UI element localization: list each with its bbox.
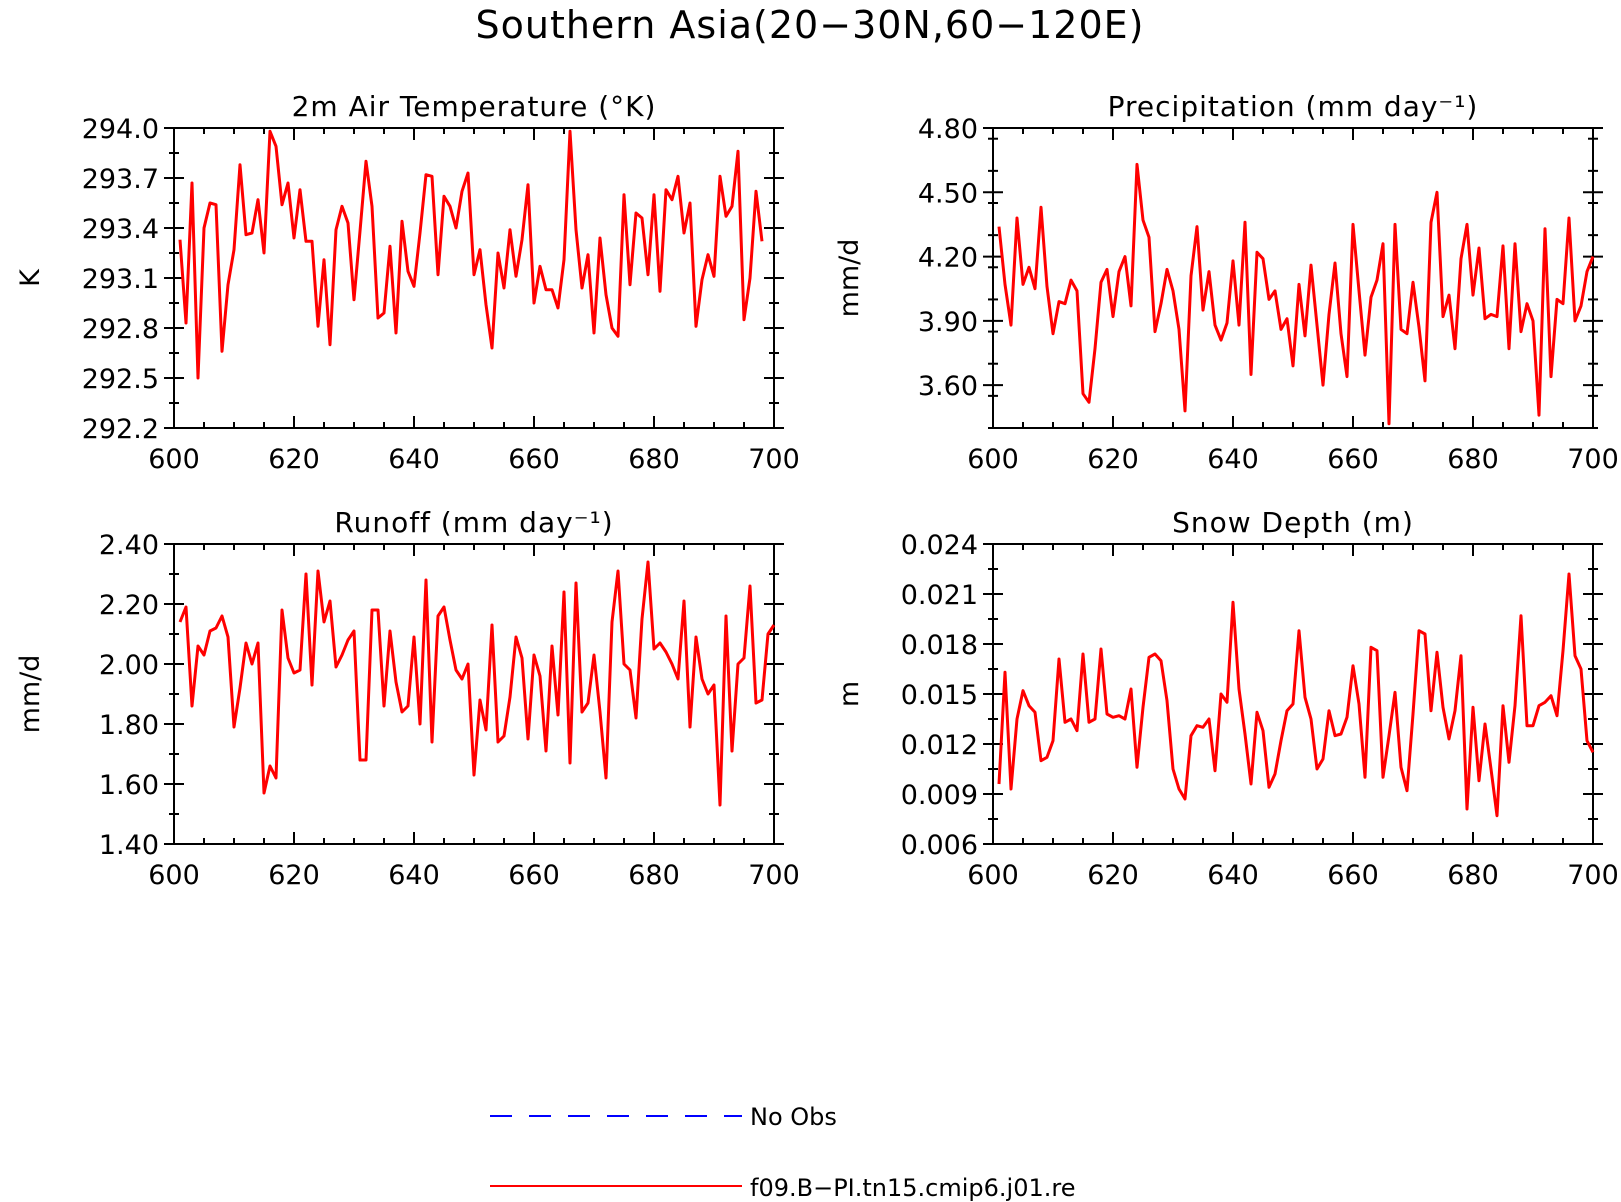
x-tick-label: 660 [508, 860, 560, 891]
y-tick-label: 0.015 [901, 680, 978, 711]
x-tick-label: 680 [1447, 860, 1499, 891]
figure-title: Southern Asia(20−30N,60−120E) [475, 3, 1144, 47]
y-tick-label: 0.018 [901, 630, 978, 661]
y-axis-label: mm/d [15, 655, 46, 734]
y-tick-label: 0.006 [901, 830, 978, 861]
x-tick-label: 660 [508, 444, 560, 475]
legend-label-no-obs: No Obs [750, 1103, 837, 1131]
panel-title: 2m Air Temperature (°K) [292, 90, 657, 123]
panels: 2m Air Temperature (°K) 600 620 640 660 680 70… [15, 90, 1619, 891]
panel-title: Precipitation (mm day⁻¹) [1108, 90, 1479, 123]
x-tick-label: 700 [1567, 860, 1619, 891]
y-tick-label: 2.00 [99, 650, 159, 681]
y-tick-label: 293.4 [82, 214, 159, 245]
y-tick-label: 4.80 [918, 114, 978, 145]
y-tick-label: 0.021 [901, 580, 978, 611]
series-line [178, 129, 764, 380]
x-tick-label: 600 [967, 860, 1019, 891]
panel-temperature: 2m Air Temperature (°K) 600 620 640 660 680 70… [15, 90, 800, 475]
y-tick-label: 292.2 [82, 414, 159, 445]
y-tick-label: 1.80 [99, 710, 159, 741]
x-tick-label: 620 [1087, 860, 1139, 891]
panel-runoff: Runoff (mm day⁻¹) 600 620 640 660 680 700 1.40 1… [15, 506, 800, 891]
x-tick-label: 640 [1207, 444, 1259, 475]
panel-precipitation: Precipitation (mm day⁻¹) 600 620 640 660 680 7… [834, 90, 1619, 475]
series-line [178, 560, 776, 807]
x-tick-label: 680 [1447, 444, 1499, 475]
series-line [997, 162, 1595, 426]
y-tick-label: 4.20 [918, 243, 978, 274]
y-tick-label: 3.60 [918, 371, 978, 402]
x-tick-label: 620 [1087, 444, 1139, 475]
x-tick-label: 600 [148, 444, 200, 475]
panel-title: Runoff (mm day⁻¹) [334, 506, 613, 539]
y-axis-label: K [15, 268, 46, 287]
y-tick-label: 1.60 [99, 770, 159, 801]
panel-snow-depth: Snow Depth (m) 600 620 640 660 680 700 0.006 0.0… [834, 506, 1619, 891]
x-tick-label: 680 [628, 860, 680, 891]
x-tick-label: 700 [1567, 444, 1619, 475]
x-tick-label: 600 [148, 860, 200, 891]
panel-title: Snow Depth (m) [1172, 506, 1414, 539]
y-tick-label: 4.50 [918, 178, 978, 209]
y-tick-label: 0.012 [901, 730, 978, 761]
y-tick-label: 293.7 [82, 164, 159, 195]
y-tick-label: 293.1 [82, 264, 159, 295]
x-tick-label: 660 [1327, 860, 1379, 891]
x-tick-label: 620 [268, 860, 320, 891]
x-tick-label: 600 [967, 444, 1019, 475]
x-tick-label: 680 [628, 444, 680, 475]
y-tick-label: 292.8 [82, 314, 159, 345]
x-tick-label: 660 [1327, 444, 1379, 475]
x-tick-label: 700 [748, 860, 800, 891]
y-tick-label: 2.40 [99, 530, 159, 561]
x-tick-label: 620 [268, 444, 320, 475]
x-tick-label: 640 [1207, 860, 1259, 891]
legend: No Obs f09.B−PI.tn15.cmip6.j01.re [490, 1103, 1075, 1202]
y-tick-label: 3.90 [918, 307, 978, 338]
y-axis-label: m [834, 681, 865, 707]
y-tick-label: 0.009 [901, 780, 978, 811]
y-tick-label: 292.5 [82, 364, 159, 395]
series-line [997, 572, 1595, 818]
x-tick-label: 640 [388, 444, 440, 475]
plot-frame [173, 127, 775, 429]
legend-label-model: f09.B−PI.tn15.cmip6.j01.re [750, 1174, 1075, 1202]
y-tick-label: 1.40 [99, 830, 159, 861]
y-tick-label: 0.024 [901, 530, 978, 561]
y-tick-label: 2.20 [99, 590, 159, 621]
y-axis-label: mm/d [834, 239, 865, 318]
x-tick-label: 640 [388, 860, 440, 891]
plot-frame [173, 543, 775, 845]
y-tick-label: 294.0 [82, 114, 159, 145]
x-tick-label: 700 [748, 444, 800, 475]
